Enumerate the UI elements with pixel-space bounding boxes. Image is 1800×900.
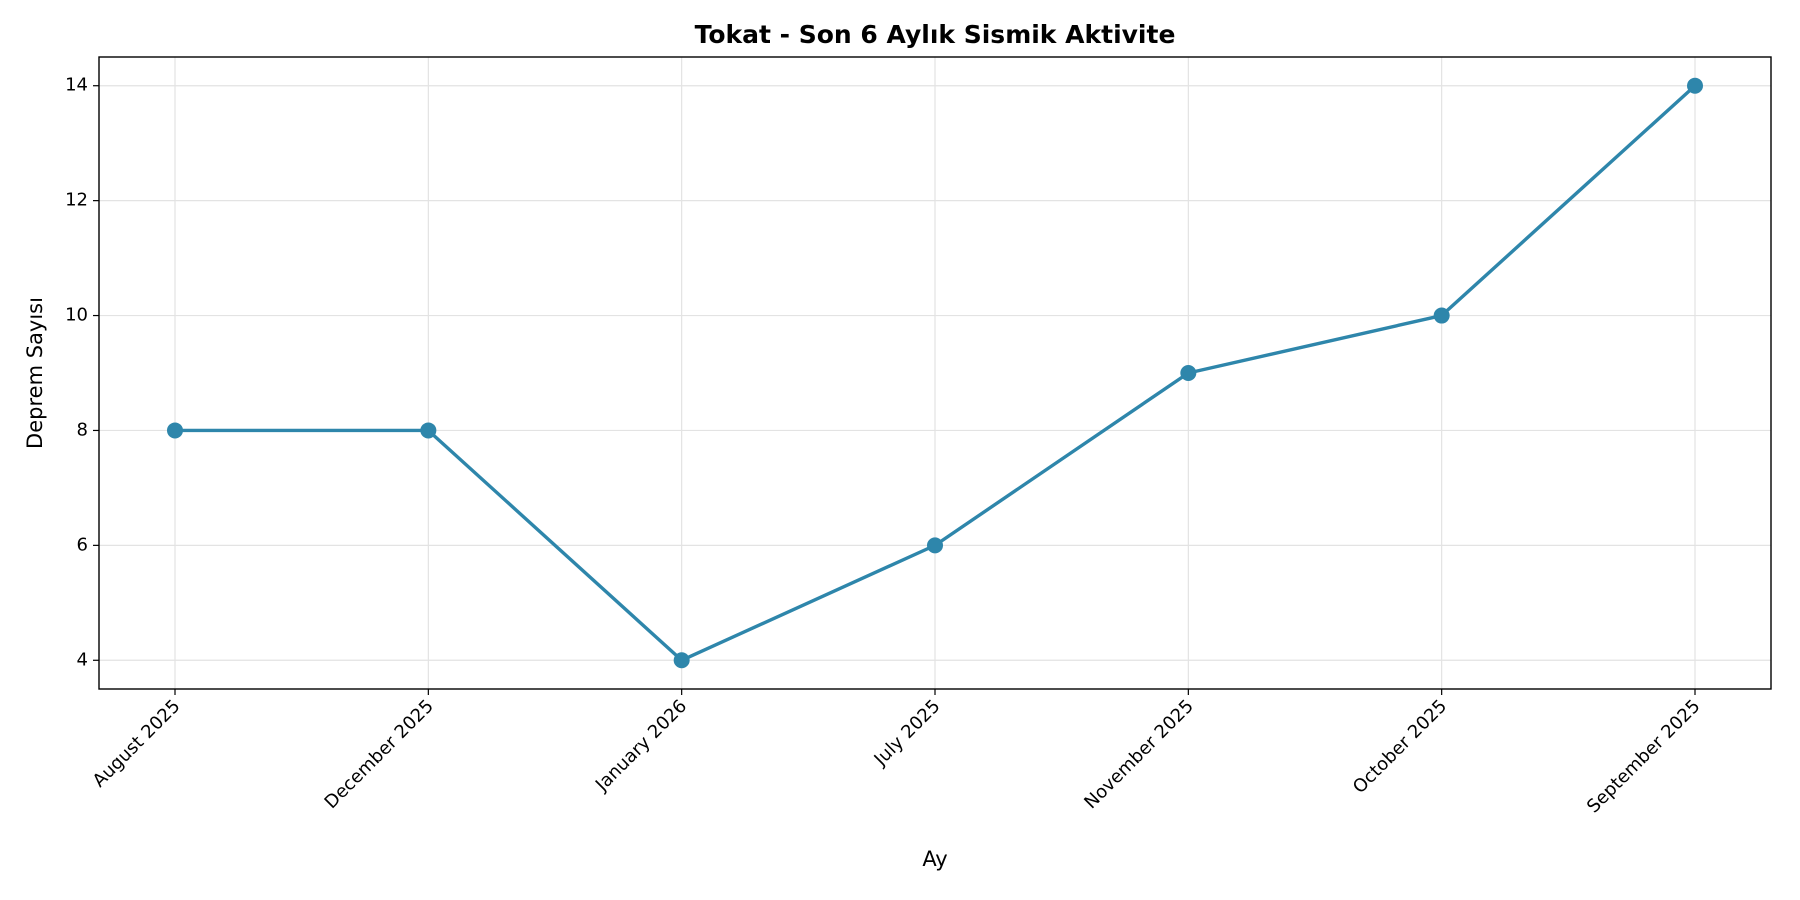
data-point (167, 422, 183, 439)
data-point (927, 537, 943, 554)
chart-title: Tokat - Son 6 Aylık Sismik Aktivite (695, 20, 1176, 49)
data-point (673, 652, 690, 669)
data-point (1433, 307, 1450, 324)
x-tick-label: December 2025 (321, 696, 438, 813)
data-point (420, 422, 437, 439)
y-tick-label: 6 (77, 534, 88, 555)
x-tick-label: August 2025 (89, 696, 185, 792)
y-tick-label: 12 (65, 190, 88, 211)
x-tick-label: November 2025 (1080, 696, 1198, 814)
x-tick-label: July 2025 (870, 696, 945, 771)
x-tick-label: January 2026 (591, 696, 691, 796)
y-tick-label: 4 (77, 649, 88, 670)
data-point (1180, 365, 1197, 381)
data-point (1687, 77, 1703, 94)
y-tick-label: 10 (65, 305, 88, 326)
y-tick-label: 14 (65, 75, 88, 96)
plot-frame (98, 56, 1772, 690)
x-tick-label: October 2025 (1349, 696, 1451, 798)
y-tick-label: 8 (77, 419, 88, 440)
x-axis-label: Ay (922, 847, 947, 871)
y-axis-label: Deprem Sayısı (23, 297, 47, 449)
x-tick-label: September 2025 (1583, 696, 1705, 818)
